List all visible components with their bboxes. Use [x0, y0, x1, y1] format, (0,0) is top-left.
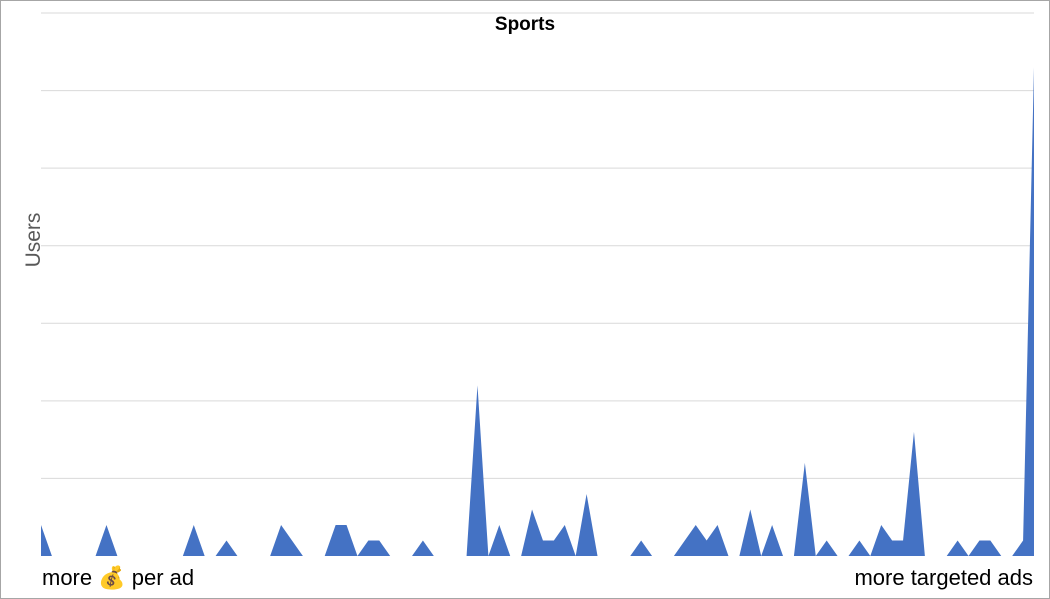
x-axis-label-right: more targeted ads [854, 565, 1033, 590]
series-group [41, 67, 1034, 557]
gridlines [41, 12, 1034, 479]
x-axis-label-left: more 💰 per ad [42, 565, 195, 590]
area-series [41, 67, 1034, 557]
chart-title: Sports [494, 14, 556, 35]
